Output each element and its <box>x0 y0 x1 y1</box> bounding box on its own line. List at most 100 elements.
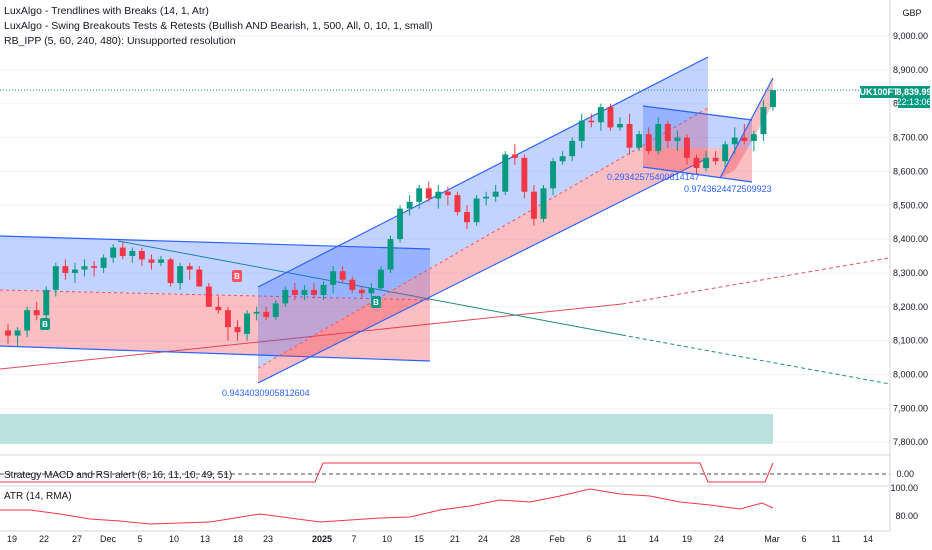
channel-left-upper-fill <box>0 236 430 300</box>
candle-body <box>253 311 260 314</box>
price-tag-countdown: 22:13:06 <box>896 97 931 107</box>
time-tick: 28 <box>510 534 520 544</box>
candle <box>158 256 164 267</box>
candle-body <box>760 107 767 135</box>
time-tick: Dec <box>100 534 117 544</box>
candle <box>62 259 69 280</box>
time-tick: 19 <box>7 534 17 544</box>
legend-trendlines[interactable]: LuxAlgo - Trendlines with Breaks (14, 1,… <box>4 5 209 17</box>
candle <box>617 117 623 131</box>
legend-rb-ipp[interactable]: RB_IPP (5, 60, 240, 480): Unsupported re… <box>4 35 236 47</box>
strategy-pane <box>0 462 890 483</box>
candle-body <box>750 134 757 141</box>
bear-breakout-badge-label: B <box>234 272 240 281</box>
time-tick: 6 <box>801 534 806 544</box>
candle-body <box>703 157 710 169</box>
strategy-signal-line <box>0 462 774 483</box>
price-tick: 7,800.00 <box>893 437 928 447</box>
candle <box>444 186 451 206</box>
candle <box>263 306 270 321</box>
candle <box>320 281 327 301</box>
time-tick: Mar <box>764 534 780 544</box>
candle-body <box>148 259 155 263</box>
candle-body <box>311 289 317 295</box>
candle <box>14 327 21 346</box>
candle-body <box>24 310 31 331</box>
candle-body <box>722 144 729 162</box>
candle-body <box>5 330 11 336</box>
candle-body <box>502 154 509 192</box>
indicator-legend: LuxAlgo - Trendlines with Breaks (14, 1,… <box>4 4 433 49</box>
candle <box>244 310 251 341</box>
candle <box>693 154 700 175</box>
candle <box>492 184 499 202</box>
candle <box>530 184 537 226</box>
candle-body <box>664 124 671 141</box>
price-tick: 8,400.00 <box>893 234 928 244</box>
candle-body <box>636 134 643 148</box>
candle <box>91 261 98 277</box>
candle <box>177 262 184 290</box>
candle <box>588 113 595 128</box>
candle-body <box>473 198 480 223</box>
candle-body <box>626 124 633 148</box>
time-tick: 13 <box>200 534 210 544</box>
candle <box>234 320 241 341</box>
candle-body <box>578 120 585 141</box>
trendline-red <box>0 303 623 370</box>
candle <box>301 284 308 301</box>
candle <box>731 127 738 155</box>
candle-body <box>693 157 700 169</box>
time-tick: 24 <box>478 534 488 544</box>
candle-body <box>444 191 451 196</box>
candle <box>282 286 289 307</box>
strategy-pane-label[interactable]: Strategy MACD and RSI alert (8, 16, 11, … <box>4 470 233 481</box>
candle <box>148 254 155 270</box>
candle-body <box>177 266 184 284</box>
candle-body <box>741 137 748 141</box>
candle-body <box>196 269 203 287</box>
time-tick: 10 <box>169 534 179 544</box>
time-tick: 6 <box>586 534 591 544</box>
price-tick: 8,000.00 <box>893 370 928 380</box>
candle-body <box>368 288 375 294</box>
price-tick: 8,200.00 <box>893 302 928 312</box>
candle <box>578 113 585 148</box>
candle-body <box>588 120 595 123</box>
candle-body <box>511 154 518 158</box>
price-tag-value: 8,839.99 <box>896 87 931 97</box>
time-tick: 23 <box>263 534 273 544</box>
candle <box>24 306 31 338</box>
candle <box>339 266 346 284</box>
time-tick: 14 <box>863 534 873 544</box>
candle-body <box>186 266 193 270</box>
bull-breakout-badge: B <box>40 318 50 330</box>
candle <box>760 100 767 141</box>
price-tick: 7,900.00 <box>893 403 928 413</box>
candle-body <box>770 90 776 108</box>
currency-label: GBP <box>902 8 921 18</box>
price-axis: GBP9,000.008,900.008,800.008,700.008,600… <box>889 0 932 550</box>
candle <box>186 262 193 280</box>
candle-body <box>91 266 98 268</box>
candle-body <box>272 303 279 317</box>
candle <box>597 103 604 131</box>
candle-body <box>52 266 59 290</box>
atr-pane-label[interactable]: ATR (14, RMA) <box>4 491 72 502</box>
time-tick: 22 <box>39 534 49 544</box>
candle-body <box>301 289 308 295</box>
price-tick: 8,600.00 <box>893 166 928 176</box>
candle <box>550 157 557 196</box>
candle <box>674 130 681 152</box>
candle <box>454 191 461 216</box>
candle <box>138 247 145 267</box>
candle-body <box>33 310 40 316</box>
candle-body <box>110 247 117 258</box>
legend-swing-breakouts[interactable]: LuxAlgo - Swing Breakouts Tests & Retest… <box>4 20 433 32</box>
candle <box>119 242 126 260</box>
candle <box>750 130 757 152</box>
candle-body <box>282 289 289 304</box>
candle <box>81 259 88 277</box>
